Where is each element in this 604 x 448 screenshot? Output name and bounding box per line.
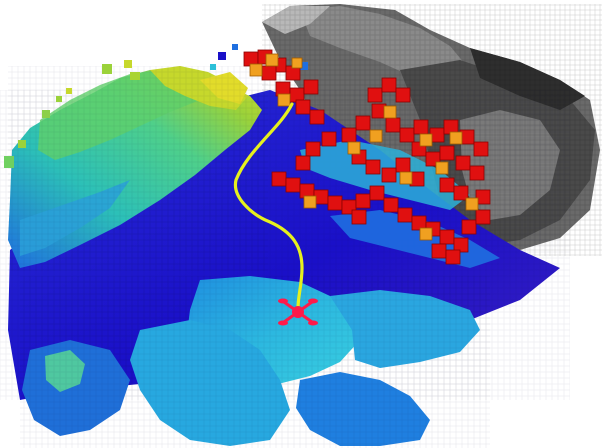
planned-trajectory (233, 102, 304, 310)
scattered-voxels (4, 44, 308, 168)
lower-cyan-voxel-region (20, 276, 490, 448)
drone-icon (278, 298, 318, 326)
obstacle-voxels (243, 49, 491, 265)
frontier-voxels (249, 53, 479, 241)
left-hill-voxel-region (8, 66, 268, 271)
